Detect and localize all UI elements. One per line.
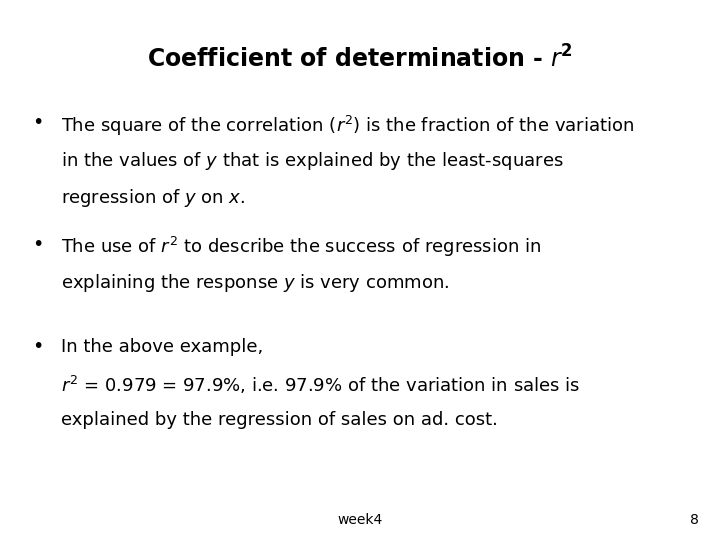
Text: •: • (32, 235, 44, 254)
Text: explained by the regression of sales on ad. cost.: explained by the regression of sales on … (61, 411, 498, 429)
Text: In the above example,: In the above example, (61, 338, 264, 355)
Text: in the values of $y$ that is explained by the least-squares: in the values of $y$ that is explained b… (61, 150, 564, 172)
Text: explaining the response $y$ is very common.: explaining the response $y$ is very comm… (61, 272, 449, 294)
Text: regression of $y$ on $x$.: regression of $y$ on $x$. (61, 187, 246, 209)
Text: week4: week4 (338, 512, 382, 526)
Text: •: • (32, 338, 44, 356)
Text: Coefficient of determination - $\mathbf{\mathit{r}}^\mathbf{2}$: Coefficient of determination - $\mathbf{… (148, 46, 572, 73)
Text: $r^2$ = 0.979 = 97.9%, i.e. 97.9% of the variation in sales is: $r^2$ = 0.979 = 97.9%, i.e. 97.9% of the… (61, 374, 580, 396)
Text: The use of $r^2$ to describe the success of regression in: The use of $r^2$ to describe the success… (61, 235, 541, 259)
Text: 8: 8 (690, 512, 698, 526)
Text: •: • (32, 113, 44, 132)
Text: The square of the correlation ($r^2$) is the fraction of the variation: The square of the correlation ($r^2$) is… (61, 113, 634, 138)
